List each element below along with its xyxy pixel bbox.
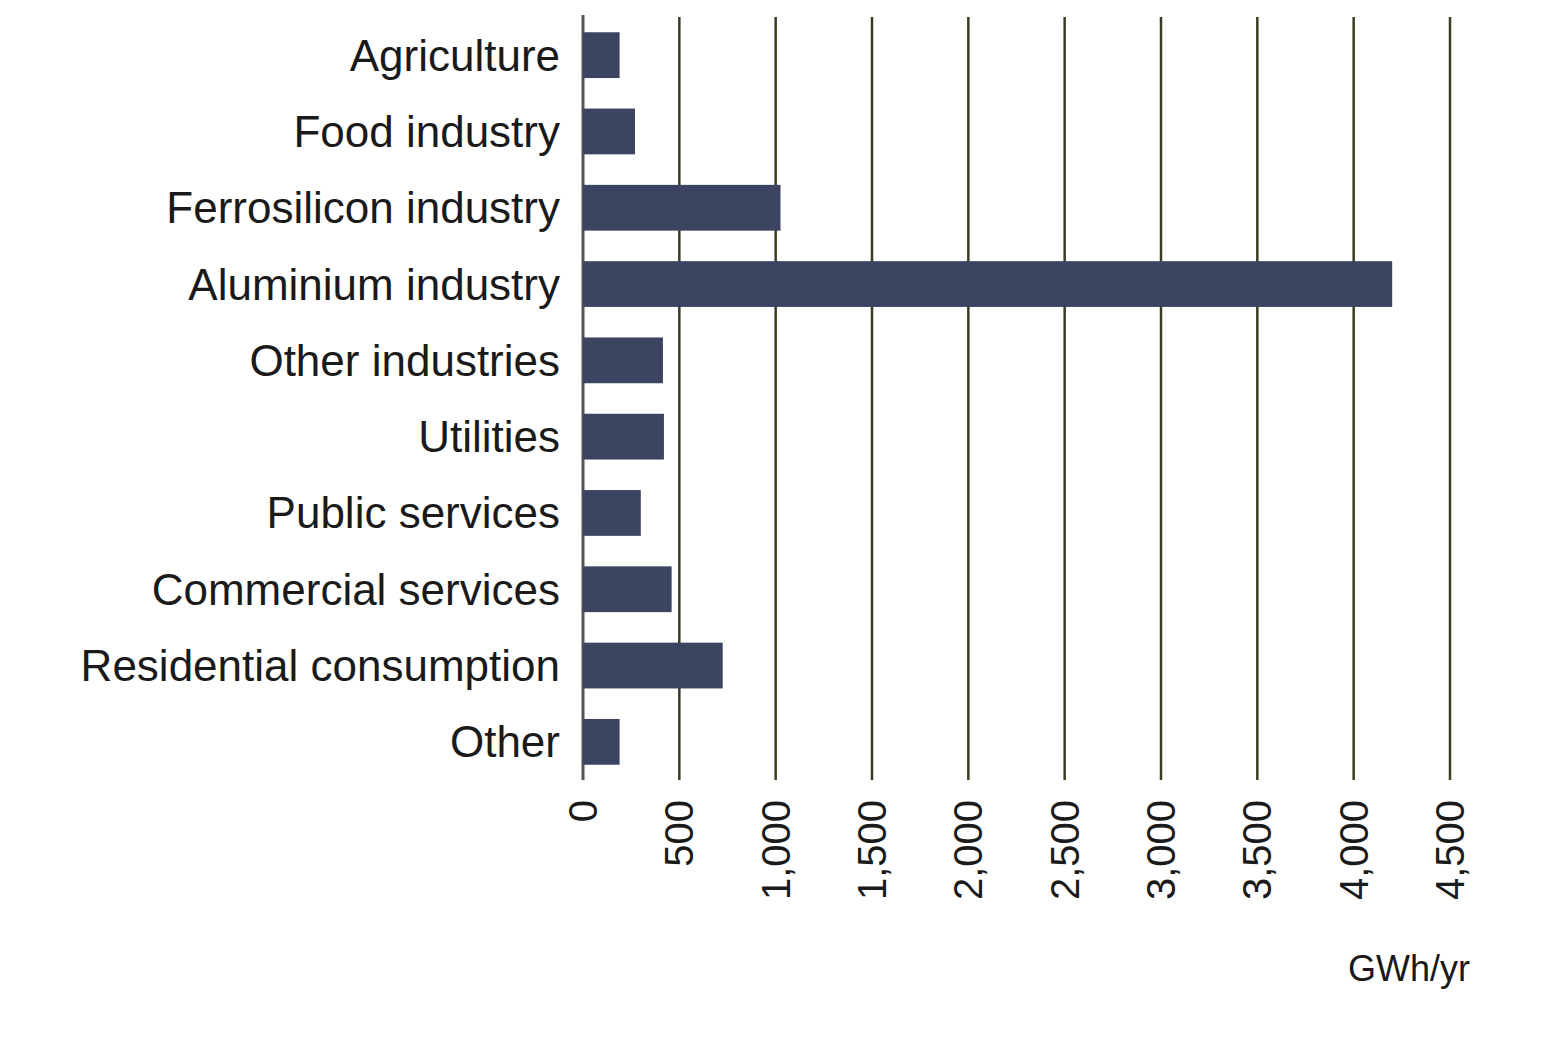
tick-label: 1,500 (850, 800, 894, 900)
tick-label: 1,000 (754, 800, 798, 900)
grid-line (1160, 17, 1163, 780)
grid-line (1063, 17, 1066, 780)
category-label: Agriculture (350, 31, 560, 80)
category-label: Commercial services (152, 565, 560, 614)
bar (583, 32, 620, 78)
bar (583, 261, 1392, 307)
category-label: Public services (267, 488, 560, 537)
bar (583, 337, 663, 383)
grid-line (774, 17, 777, 780)
bar (583, 719, 620, 765)
tick-label: 4,500 (1428, 800, 1472, 900)
category-label: Food industry (293, 107, 560, 156)
category-label: Other industries (249, 336, 560, 385)
category-label: Other (450, 717, 560, 766)
tick-label: 2,500 (1043, 800, 1087, 900)
grid-line (1449, 17, 1452, 780)
tick-label: 3,500 (1235, 800, 1279, 900)
grid-line (967, 17, 970, 780)
grid-line (1256, 17, 1259, 780)
category-label: Ferrosilicon industry (166, 183, 560, 232)
grid-line (871, 17, 874, 780)
tick-label: 0 (561, 800, 605, 822)
category-label: Residential consumption (81, 641, 560, 690)
bar (583, 185, 780, 231)
tick-label: 500 (657, 800, 701, 867)
tick-label: 3,000 (1139, 800, 1183, 900)
category-label: Aluminium industry (188, 260, 560, 309)
chart-container: 0 500 1,000 1,500 2,000 2,500 3,000 3,500 4,000 4… (0, 0, 1549, 1039)
bar (583, 490, 641, 536)
grid (679, 17, 1450, 780)
tick-label: 2,000 (946, 800, 990, 900)
bar (583, 414, 664, 460)
bars (583, 32, 1392, 764)
bar (583, 643, 723, 689)
tick-label: 4,000 (1332, 800, 1376, 900)
bar (583, 566, 672, 612)
x-axis-label: GWh/yr (1348, 948, 1470, 989)
category-label: Utilities (418, 412, 560, 461)
grid-line (1352, 17, 1355, 780)
chart-svg: 0 500 1,000 1,500 2,000 2,500 3,000 3,500 4,000 4… (0, 0, 1549, 1039)
bar (583, 109, 635, 155)
